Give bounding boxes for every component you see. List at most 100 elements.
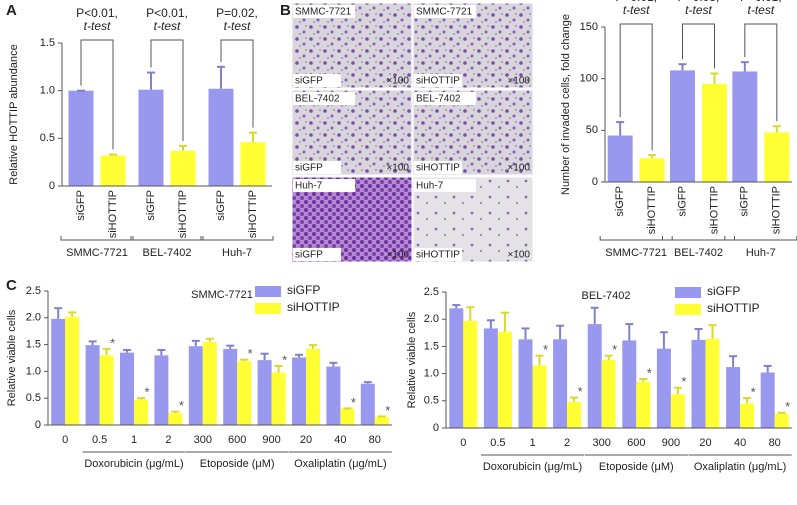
magnification-label: ×100	[386, 163, 409, 174]
y-axis-label: Relative viable cells	[6, 309, 18, 406]
significance-bracket	[744, 23, 778, 122]
label-bg	[414, 248, 462, 261]
bar	[587, 324, 602, 428]
bar	[553, 339, 568, 428]
label-bg	[293, 179, 355, 192]
significance-star: *	[578, 384, 583, 399]
bar	[65, 316, 80, 425]
group-label: Etoposide (μM)	[599, 461, 674, 473]
significance-star: *	[179, 398, 184, 413]
significance-star: *	[543, 342, 548, 357]
annotation: t-test	[154, 19, 181, 33]
magnification-label: ×100	[386, 76, 409, 87]
bar	[257, 360, 272, 425]
bar	[705, 338, 720, 428]
legend-label: siHOTTIP	[287, 300, 340, 314]
y-tick-label: 1.5	[40, 37, 55, 49]
bar	[374, 416, 389, 425]
bar	[463, 320, 478, 428]
x-tick-label: 900	[262, 434, 280, 446]
magnification-label: ×100	[507, 250, 530, 261]
magnification-label: ×100	[386, 250, 409, 261]
significance-star: *	[144, 385, 149, 400]
y-tick-label: 0.5	[40, 132, 55, 144]
y-axis-label: Number of invaded cells, fold change	[560, 14, 572, 195]
x-tick-label: 80	[769, 437, 781, 449]
x-tick-label: 80	[369, 434, 381, 446]
x-tick-label: 2	[165, 434, 171, 446]
group-label: Huh-7	[222, 247, 252, 259]
bar	[518, 339, 533, 428]
label-bg	[293, 92, 355, 105]
bar	[100, 155, 126, 186]
annotation: t-test	[84, 19, 111, 33]
label-bg	[293, 161, 341, 174]
bar-label: siHOTTIP	[247, 190, 259, 238]
bar	[202, 341, 217, 425]
legend-label: siGFP	[707, 284, 740, 298]
annotation: t-test	[224, 19, 251, 33]
label-bg	[414, 5, 476, 18]
bar	[532, 365, 547, 428]
label-bg	[414, 179, 476, 192]
bar-label: siGFP	[145, 190, 157, 221]
x-tick-label: 40	[334, 434, 346, 446]
bar	[449, 308, 464, 428]
bar	[223, 348, 238, 425]
group-label: Oxaliplatin (μg/mL)	[694, 461, 787, 473]
y-tick-label: 0	[592, 176, 598, 188]
label-bg	[414, 74, 462, 87]
significance-star: *	[248, 346, 253, 361]
bar	[656, 348, 671, 428]
label-bg	[293, 248, 341, 261]
x-tick-label: 300	[194, 434, 212, 446]
x-tick-label: 0	[460, 437, 466, 449]
y-tick-label: 0.5	[424, 395, 439, 407]
significance-bracket	[220, 39, 254, 128]
x-tick-label: 2	[564, 437, 570, 449]
bar-label: siGFP	[614, 186, 626, 217]
bar-label: siHOTTIP	[107, 190, 119, 238]
y-tick-label: 0	[49, 180, 55, 192]
group-label: BEL-7402	[674, 247, 723, 259]
y-tick-label: 50	[586, 124, 598, 136]
bar	[170, 150, 196, 186]
bar-label: siHOTTIP	[646, 186, 658, 234]
group-bracket	[130, 236, 204, 241]
significance-star: *	[647, 365, 652, 380]
annotation: t-test	[685, 3, 712, 17]
cell-line-label: Huh-7	[295, 181, 323, 192]
x-tick-label: 20	[300, 434, 312, 446]
x-tick-label: 1	[529, 437, 535, 449]
bar	[726, 367, 741, 428]
treatment-label: siHOTTIP	[416, 163, 460, 174]
cell-line-label: BEL-7402	[416, 94, 461, 105]
significance-bracket	[150, 39, 184, 141]
chart-title: SMMC-7721	[191, 289, 253, 301]
bar	[208, 88, 234, 186]
label-bg	[414, 161, 462, 174]
micrograph-grid: SMMC-7721 siGFP ×100 SMMC-7721 siHOTTIP ×100 B…	[291, 2, 534, 263]
treatment-label: siGFP	[295, 250, 323, 261]
legend-swatch	[675, 304, 701, 315]
bar	[740, 403, 755, 428]
label-bg	[293, 5, 355, 18]
group-label: BEL-7402	[143, 247, 192, 259]
bar-label: siHOTTIP	[177, 190, 189, 238]
chart-title: BEL-7402	[582, 290, 631, 302]
significance-star: *	[351, 395, 356, 410]
significance-star: *	[110, 335, 115, 350]
group-label: Oxaliplatin (μg/mL)	[294, 458, 387, 470]
bar	[85, 345, 100, 425]
bar	[168, 413, 183, 425]
x-tick-label: 300	[593, 437, 611, 449]
bar	[774, 413, 789, 428]
bar	[271, 372, 286, 425]
cell-line-label: SMMC-7721	[295, 7, 352, 18]
significance-star: *	[282, 352, 287, 367]
y-axis-label: Relative HOTTIP abundance	[8, 44, 20, 184]
legend-label: siGFP	[287, 283, 320, 297]
cell-line-label: Huh-7	[416, 181, 444, 192]
legend-swatch	[255, 286, 281, 297]
bar	[237, 361, 252, 425]
